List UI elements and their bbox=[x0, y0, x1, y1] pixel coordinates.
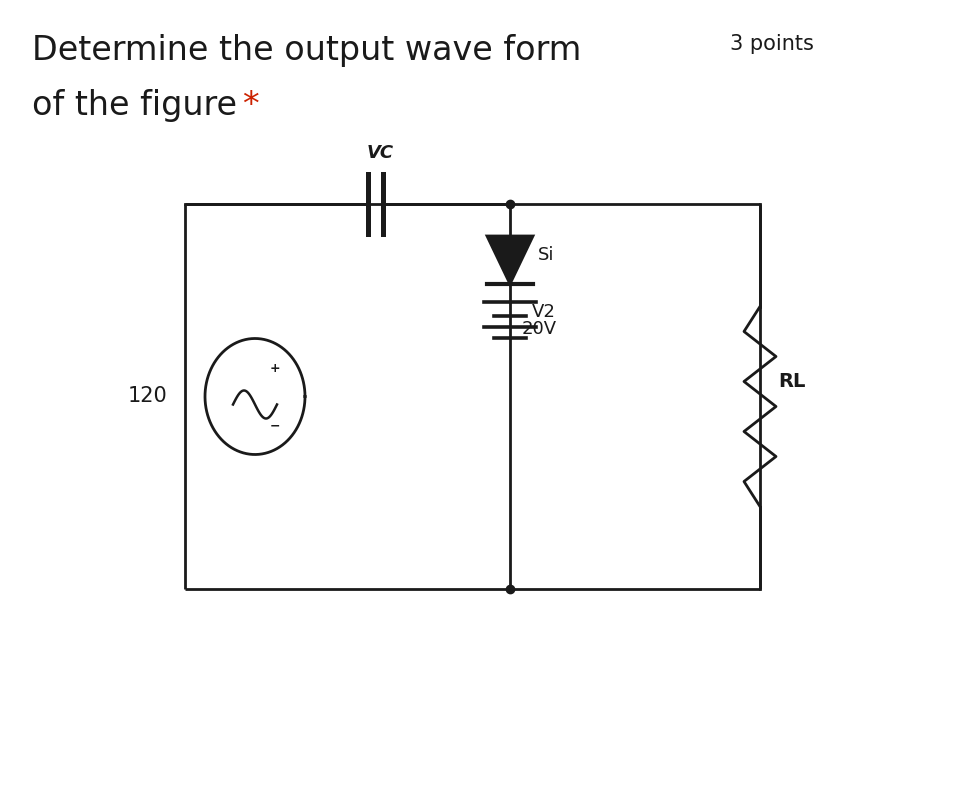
Text: *: * bbox=[242, 89, 259, 122]
Text: 20V: 20V bbox=[522, 320, 558, 338]
Text: 120: 120 bbox=[127, 387, 167, 407]
Text: VC: VC bbox=[367, 144, 394, 162]
Text: of the figure: of the figure bbox=[32, 89, 237, 122]
Text: Si: Si bbox=[538, 246, 555, 264]
Text: +: + bbox=[270, 362, 280, 375]
Text: −: − bbox=[270, 420, 280, 433]
Polygon shape bbox=[487, 236, 533, 284]
Text: 3 points: 3 points bbox=[730, 34, 814, 54]
Text: Determine the output wave form: Determine the output wave form bbox=[32, 34, 582, 67]
Text: RL: RL bbox=[778, 372, 805, 391]
Text: V2: V2 bbox=[532, 303, 556, 321]
